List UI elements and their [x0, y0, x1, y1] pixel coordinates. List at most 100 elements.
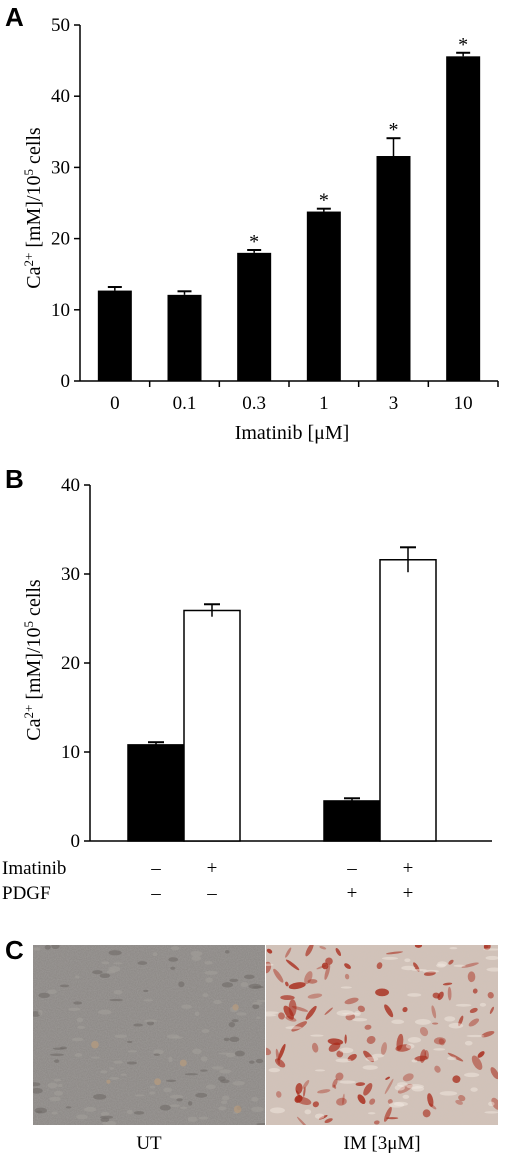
bar-0.1	[167, 294, 202, 381]
cell-shape	[33, 947, 41, 951]
cell-shape	[149, 1085, 156, 1089]
stain-deposit	[447, 1052, 464, 1062]
cell-shape	[439, 1091, 458, 1096]
stain-deposit	[467, 971, 476, 983]
stain-deposit	[419, 1026, 429, 1037]
stain-deposit	[344, 1034, 347, 1044]
cell-shape	[53, 1078, 62, 1082]
significance-marker: *	[458, 34, 468, 56]
cell-shape	[404, 958, 411, 963]
cell-shape	[231, 1019, 239, 1023]
cell-shape	[105, 1120, 117, 1125]
condition-label-imatinib: Imatinib	[2, 858, 66, 879]
cell-shape	[448, 1022, 464, 1029]
cell-shape	[101, 961, 110, 965]
cell-shape	[71, 1037, 84, 1042]
x-tick-label: 0.3	[242, 393, 266, 414]
cell-shape	[232, 1004, 239, 1011]
y-tick-label: 30	[51, 157, 70, 178]
cell-shape	[220, 1100, 228, 1105]
x-tick-label: 3	[389, 393, 399, 414]
cell-shape	[106, 1079, 111, 1084]
stain-deposit	[487, 992, 494, 999]
stain-deposit	[344, 997, 359, 1005]
bar-0.3	[237, 252, 272, 381]
cell-shape	[120, 1073, 127, 1076]
stain-deposit	[324, 1118, 333, 1124]
cell-shape	[180, 1106, 188, 1110]
cell-shape	[178, 981, 185, 988]
cell-shape	[256, 1122, 265, 1125]
y-tick-label: 10	[51, 300, 70, 321]
cell-shape	[169, 1104, 180, 1108]
significance-marker: *	[389, 119, 399, 141]
cell-shape	[221, 982, 234, 988]
stain-deposit	[477, 1051, 485, 1058]
cell-shape	[153, 1053, 160, 1056]
cell-shape	[249, 1060, 255, 1064]
cell-shape	[127, 1050, 138, 1053]
stain-deposit	[283, 1005, 294, 1020]
stain-deposit	[328, 1042, 341, 1052]
cell-shape	[229, 978, 239, 983]
cell-shape	[143, 989, 149, 993]
cell-shape	[51, 945, 60, 950]
chart-a: Ca2+ [mM]/105 cells Imatinib [μM] 010203…	[21, 15, 499, 444]
cell-shape	[453, 964, 466, 968]
stain-deposit	[344, 963, 351, 969]
cell-shape	[192, 1048, 202, 1055]
stain-deposit	[336, 1097, 347, 1106]
cell-shape	[393, 1101, 408, 1107]
x-tick-label: 10	[454, 393, 473, 414]
condition-sign: –	[150, 883, 161, 904]
cell-shape	[126, 1109, 133, 1115]
cell-shape	[407, 1037, 422, 1043]
significance-marker: *	[249, 231, 259, 253]
cell-shape	[109, 1067, 115, 1070]
cell-shape	[205, 1084, 216, 1090]
cell-shape	[314, 1069, 326, 1072]
stain-deposit	[324, 1007, 333, 1015]
cell-shape	[233, 1105, 242, 1114]
cell-shape	[74, 1052, 83, 1057]
cell-shape	[90, 1056, 100, 1059]
stain-deposit	[469, 1007, 478, 1014]
bar-0	[97, 290, 132, 381]
stain-deposit	[422, 1109, 431, 1118]
cell-shape	[163, 1087, 173, 1093]
stain-deposit	[376, 962, 383, 970]
stain-deposit	[274, 1058, 286, 1068]
panel-letter-a: A	[5, 2, 24, 32]
cell-shape	[68, 1007, 81, 1011]
cell-shape	[198, 1116, 209, 1120]
stain-deposit	[307, 993, 323, 999]
cell-shape	[76, 1114, 88, 1120]
cell-shape	[47, 1082, 58, 1089]
cell-shape	[154, 1078, 162, 1086]
cell-shape	[304, 1109, 312, 1115]
cell-shape	[33, 1087, 43, 1094]
cell-shape	[184, 1073, 198, 1076]
stain-deposit	[324, 964, 331, 980]
stain-deposit	[468, 1018, 480, 1027]
cell-shape	[204, 961, 213, 965]
cell-shape	[187, 1101, 193, 1106]
condition-sign: +	[347, 883, 358, 904]
stain-deposit	[448, 959, 454, 965]
cell-shape	[100, 1111, 110, 1117]
cell-shape	[486, 967, 498, 972]
cell-shape	[464, 1040, 473, 1046]
cell-shape	[367, 1112, 376, 1115]
cell-shape	[133, 1023, 144, 1027]
stain-deposit	[375, 988, 390, 997]
stain-deposit	[357, 1094, 366, 1105]
stain-deposit	[433, 1037, 446, 1045]
stain-deposit	[432, 992, 441, 999]
stain-deposit	[427, 1093, 434, 1107]
cell-shape	[168, 957, 179, 962]
cell-shape	[100, 1070, 108, 1074]
stain-deposit	[285, 959, 300, 971]
caption-im: IM [3μM]	[343, 1133, 421, 1154]
cell-shape	[484, 1111, 498, 1114]
cell-shape	[314, 1113, 325, 1119]
